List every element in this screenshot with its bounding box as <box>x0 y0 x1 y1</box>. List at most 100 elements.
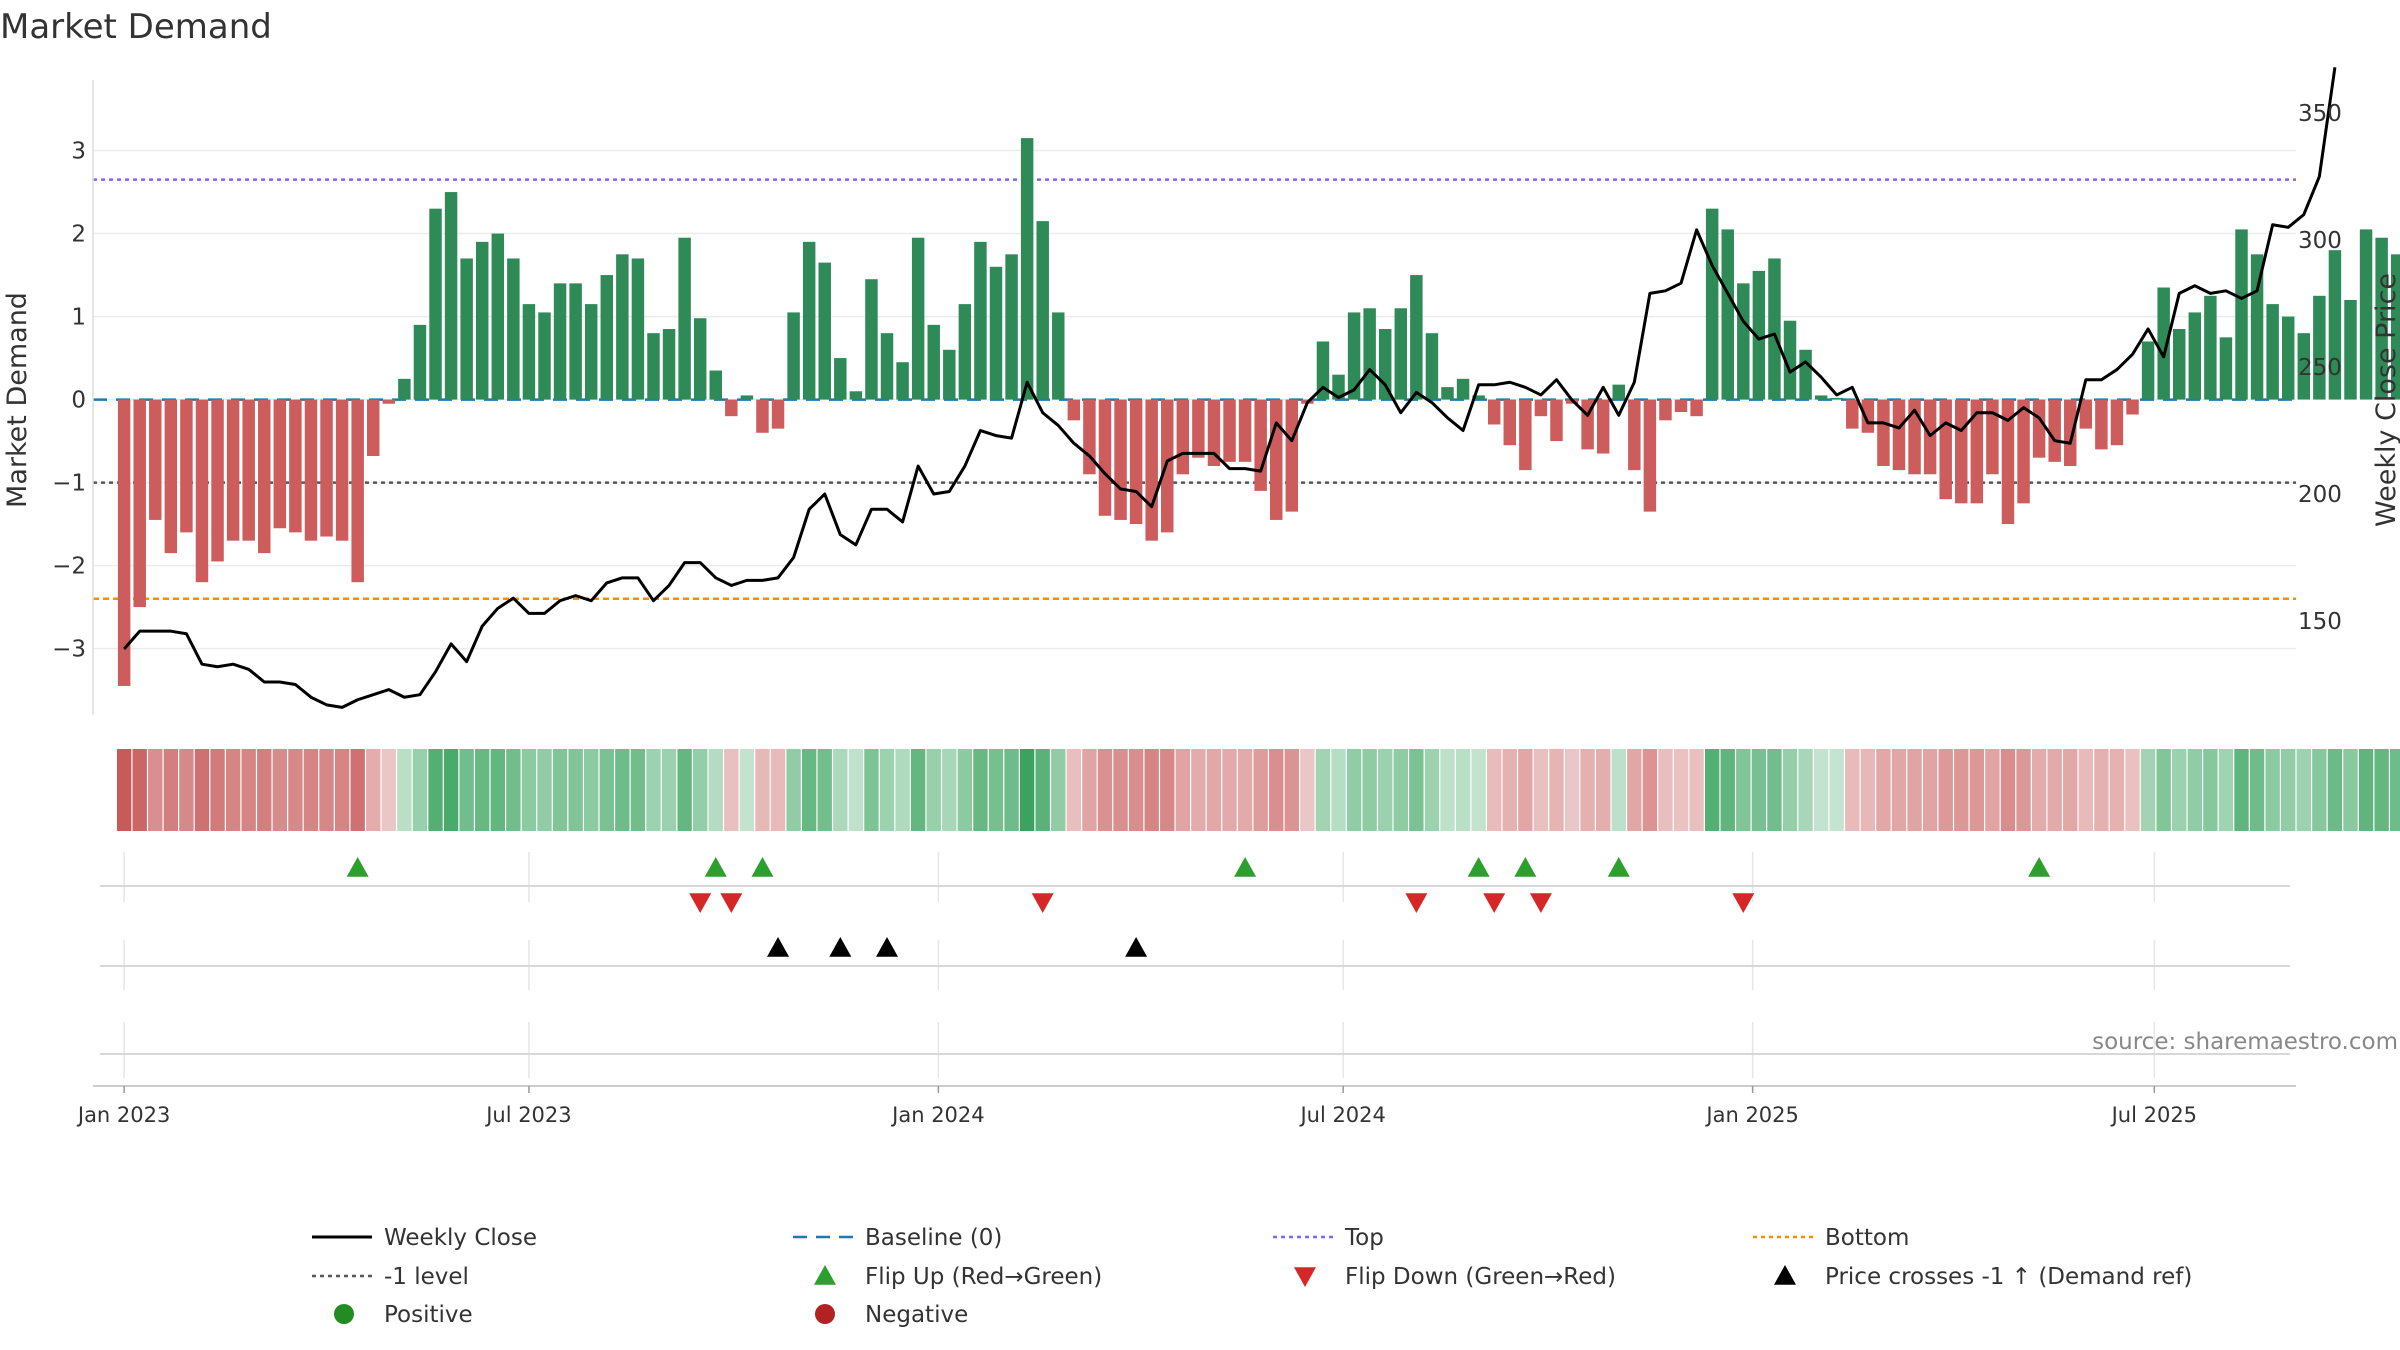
heat-cell <box>1175 749 1191 831</box>
demand-bar <box>351 399 364 583</box>
flip-up-marker <box>346 857 369 877</box>
legend-label: Bottom <box>1825 1225 1909 1251</box>
demand-bar <box>1799 349 1812 400</box>
heat-cell <box>1144 749 1159 831</box>
price-cross-marker <box>767 937 790 957</box>
heat-cell <box>926 749 941 831</box>
heat-cell <box>2000 749 2016 831</box>
heat-cell <box>2358 749 2374 831</box>
demand-bar <box>1659 399 1672 421</box>
demand-bar <box>1285 399 1299 512</box>
demand-bar <box>616 254 629 400</box>
heat-cell <box>303 749 319 831</box>
flip-up-marker <box>704 857 727 877</box>
demand-bar <box>725 399 738 417</box>
demand-bar <box>1347 312 1361 400</box>
demand-bar <box>273 399 287 529</box>
flip-up-marker <box>1467 857 1490 877</box>
demand-bar <box>2328 250 2342 400</box>
demand-bar <box>367 399 380 457</box>
heat-cell <box>1362 749 1377 831</box>
demand-bar <box>335 399 349 541</box>
heat-cell <box>381 749 396 831</box>
demand-bar <box>1223 399 1236 462</box>
heat-cell <box>646 749 661 831</box>
demand-bar <box>1207 399 1221 466</box>
demand-bar <box>1814 395 1828 400</box>
heat-cell <box>1627 749 1642 831</box>
heat-cell <box>584 749 599 831</box>
demand-bar <box>2064 399 2077 466</box>
demand-bar <box>911 237 925 400</box>
demand-bar <box>133 399 146 608</box>
heat-cell <box>1736 749 1751 831</box>
heat-cell <box>1237 749 1253 831</box>
heat-cell <box>755 749 770 831</box>
y-tick-label: −3 <box>52 637 86 663</box>
demand-bar <box>444 192 458 400</box>
demand-bar <box>1705 208 1719 400</box>
price-cross-marker <box>876 937 899 957</box>
heat-cell <box>864 749 879 831</box>
x-tick-label: Jul 2023 <box>484 1103 571 1127</box>
heat-cell <box>1829 749 1844 831</box>
demand-bar <box>2235 229 2248 400</box>
heat-cell <box>848 749 864 831</box>
heat-cell <box>1222 749 1237 831</box>
heat-cell <box>2094 749 2109 831</box>
demand-bar <box>2079 399 2093 429</box>
heat-cell <box>1035 749 1050 831</box>
heat-cell <box>1813 749 1829 831</box>
heat-cell <box>801 749 817 831</box>
heat-cell <box>1611 749 1626 831</box>
legend-label: Price crosses -1 ↑ (Demand ref) <box>1825 1264 2192 1290</box>
heat-cell <box>1160 749 1175 831</box>
demand-bar <box>2390 254 2400 400</box>
heat-cell <box>443 749 459 831</box>
heat-cell <box>973 749 988 831</box>
weekly-close-line <box>123 67 2337 709</box>
heat-cell <box>366 749 381 831</box>
axes: 3 2 1 0 −1 −2 −3 350 300 250 200 150 Jan 2023 Jul 202… <box>52 80 2342 1127</box>
heat-cell <box>241 749 256 831</box>
demand-bar <box>896 362 909 400</box>
demand-bar <box>1846 399 1859 429</box>
legend-swatch <box>1294 1267 1316 1287</box>
demand-bar <box>740 395 754 400</box>
demand-bar <box>460 258 473 400</box>
demand-bar <box>849 391 863 400</box>
heat-cell <box>1097 749 1113 831</box>
heat-cell <box>2016 749 2031 831</box>
heat-cell <box>1891 749 1907 831</box>
demand-bar <box>211 399 224 562</box>
demand-bar <box>226 399 240 541</box>
flip-down-marker <box>1031 893 1054 913</box>
heat-cell <box>1269 749 1284 831</box>
demand-bar <box>507 258 520 400</box>
heat-cell <box>2109 749 2125 831</box>
flip-up-marker <box>1514 857 1537 877</box>
demand-bar <box>2032 399 2046 458</box>
demand-bar <box>631 258 645 400</box>
heat-cell <box>334 749 350 831</box>
heat-cell <box>2265 749 2280 831</box>
heat-cell <box>1985 749 2000 831</box>
demand-bar <box>1270 399 1283 520</box>
y-tick-label: 1 <box>71 305 86 331</box>
y2-tick-label: 300 <box>2298 228 2342 254</box>
heat-cell <box>1689 749 1704 831</box>
demand-bar <box>2095 399 2108 450</box>
heat-cell <box>1767 749 1782 831</box>
demand-bar <box>2250 254 2264 400</box>
heat-cell <box>1502 749 1517 831</box>
heat-cell <box>148 749 163 831</box>
demand-bar <box>1955 399 1968 504</box>
y-tick-label: −2 <box>52 554 86 580</box>
y2-tick-label: 200 <box>2298 482 2342 508</box>
heat-cell <box>1082 749 1097 831</box>
grid-lines <box>93 149 2296 1078</box>
demand-bar <box>771 399 785 429</box>
price-cross-marker <box>829 937 852 957</box>
heat-cell <box>1658 749 1673 831</box>
demand-bar <box>1098 399 1112 516</box>
